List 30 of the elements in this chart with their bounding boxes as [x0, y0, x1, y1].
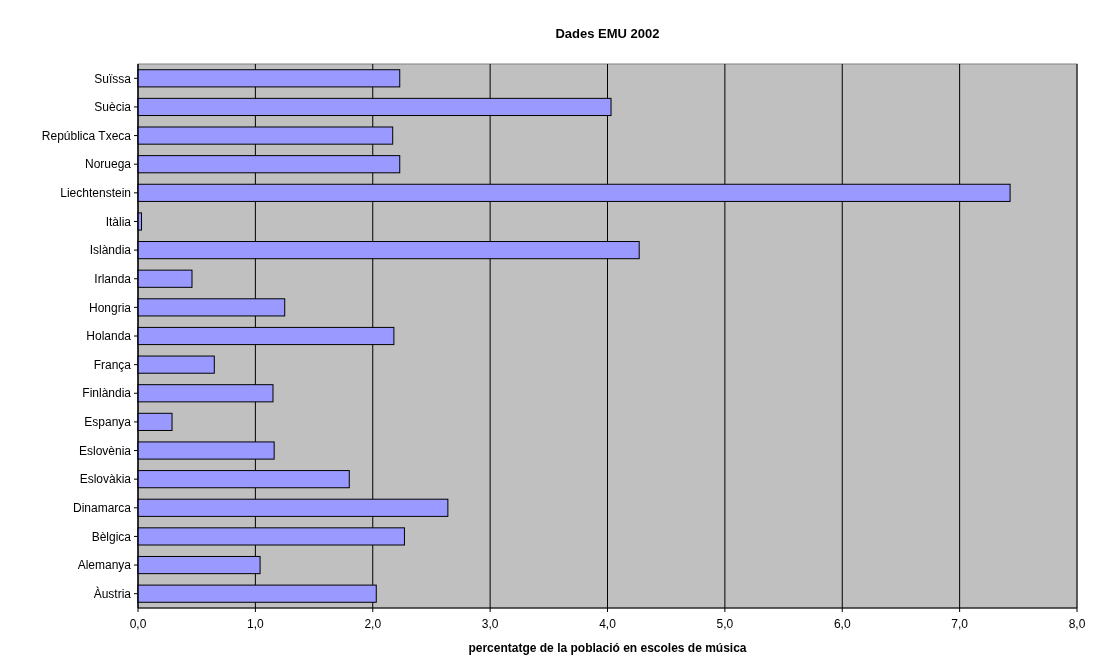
y-tick-label: Eslovènia	[78, 443, 132, 458]
x-tick-label: 1,0	[247, 617, 265, 631]
chart-title: Dades EMU 2002	[555, 26, 660, 41]
y-tick-label: Dinamarca	[72, 500, 132, 515]
y-tick-label: Suïssa	[94, 71, 132, 86]
x-tick-label: 6,0	[833, 617, 851, 631]
y-tick-label: Holanda	[86, 329, 132, 344]
x-tick-label: 4,0	[599, 617, 617, 631]
y-tick-label: Àustria	[93, 585, 132, 601]
y-tick-label: Itàlia	[105, 214, 132, 229]
x-tick-label: 8,0	[1068, 617, 1086, 631]
y-tick-label: Bèlgica	[91, 529, 132, 544]
x-tick-label: 7,0	[951, 617, 969, 631]
y-tick-label: Alemanya	[77, 558, 132, 573]
y-tick-label: Finlàndia	[82, 386, 132, 401]
y-tick-label: França	[93, 357, 132, 372]
y-tick-label: Irlanda	[94, 271, 132, 286]
x-tick-label: 2,0	[364, 617, 382, 631]
y-tick-label: Liechtenstein	[60, 186, 131, 201]
y-tick-label: Noruega	[84, 157, 132, 172]
y-tick-label: Espanya	[84, 415, 132, 430]
y-tick-label: Hongria	[88, 300, 132, 315]
x-axis-title: percentatge de la població en escoles de música	[468, 641, 747, 655]
y-tick-label: Eslovàkia	[79, 472, 132, 487]
y-tick-label: Islàndia	[89, 243, 132, 258]
x-tick-label: 5,0	[716, 617, 734, 631]
x-tick-label: 3,0	[481, 617, 499, 631]
x-tick-label: 0,0	[129, 617, 147, 631]
y-tick-label: República Txeca	[41, 128, 132, 143]
y-tick-label: Suècia	[94, 100, 132, 115]
